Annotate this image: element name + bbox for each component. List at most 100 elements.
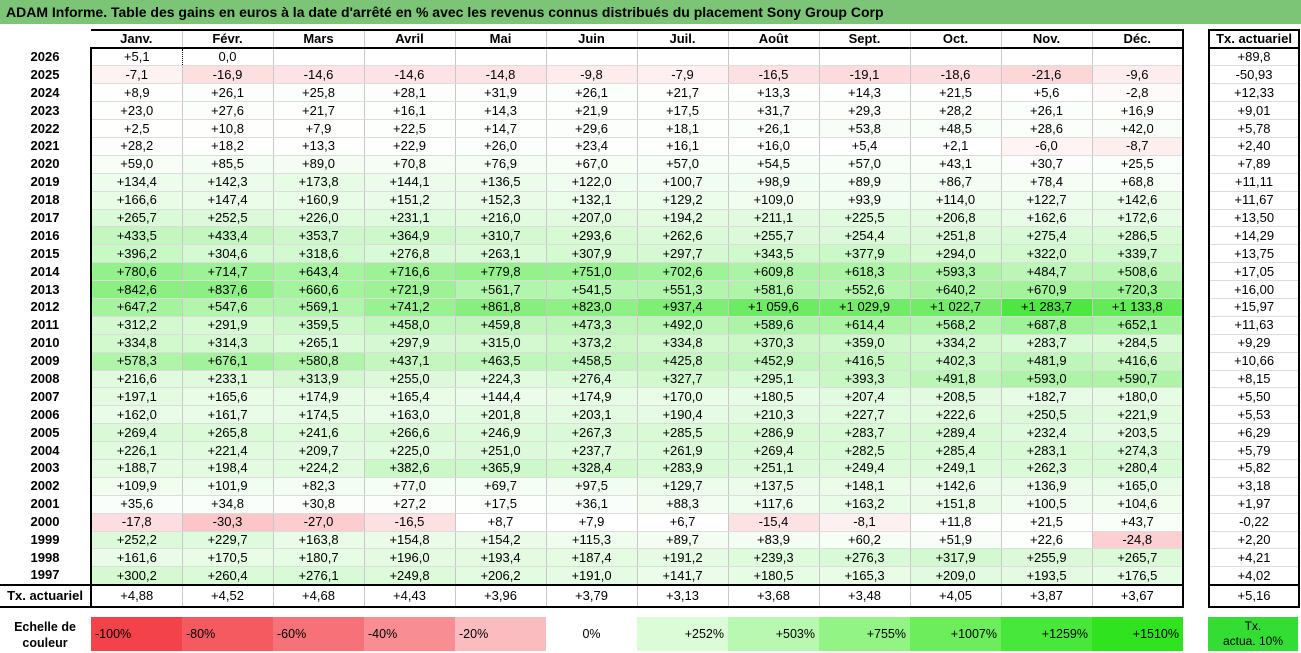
gain-cell: +180,5	[728, 566, 820, 586]
summary-cell: +3,68	[728, 583, 820, 608]
actuarial-row: +5,79	[1208, 441, 1300, 460]
color-scale-actuarial-line2: actua. 10%	[1222, 634, 1284, 648]
gain-cell: +191,0	[546, 566, 638, 586]
gain-cell: +233,1	[182, 370, 274, 389]
color-scale-label: Echelle de couleur	[14, 620, 76, 650]
actuarial-row: +5,78	[1208, 119, 1300, 138]
month-header: Août	[728, 29, 820, 49]
gain-cell: +98,9	[728, 173, 820, 192]
gain-cell: +122,7	[1001, 191, 1093, 210]
gain-cell: +180,5	[728, 387, 820, 407]
gain-cell: -14,6	[273, 65, 365, 85]
month-header-row: Janv. Févr. Mars Avril Mai Juin Juil. Août Sept.…	[0, 29, 1184, 49]
year-label: 1998	[0, 548, 92, 567]
actuarial-row: +9,01	[1208, 101, 1300, 121]
gain-cell: +334,2	[910, 334, 1002, 353]
month-header: Janv.	[91, 29, 183, 49]
gain-cell: +353,7	[273, 226, 365, 246]
table-row: 2018 +166,6 +147,4 +160,9 +151,2 +152,3 +132,1…	[0, 191, 1184, 210]
gain-cell: +276,1	[273, 566, 365, 586]
gain-cell: +161,7	[182, 405, 274, 425]
year-label: 2021	[0, 137, 92, 156]
gain-cell: +307,9	[546, 244, 638, 264]
gain-cell: +315,0	[455, 334, 547, 353]
gain-cell	[819, 48, 911, 67]
gain-cell: +260,4	[182, 566, 274, 586]
gain-cell: +263,1	[455, 244, 547, 264]
gain-cell: +291,9	[182, 316, 274, 335]
gain-cell: +225,5	[819, 209, 911, 228]
actuarial-summary-value: +5,16	[1208, 583, 1300, 608]
table-row: 2009 +578,3 +676,1 +580,8 +437,1 +463,5 +458,5…	[0, 352, 1184, 371]
actuarial-value: +11,67	[1208, 191, 1300, 210]
gain-cell: +89,0	[273, 155, 365, 174]
gain-cell: +251,0	[455, 441, 547, 460]
gain-cell: +36,1	[546, 495, 638, 514]
actuarial-value: +5,79	[1208, 441, 1300, 460]
gain-cell: +163,2	[819, 495, 911, 514]
actuarial-value: +4,02	[1208, 566, 1300, 586]
gain-cell: +343,5	[728, 244, 820, 264]
month-header: Mai	[455, 29, 547, 49]
gain-cell: +101,9	[182, 477, 274, 496]
gain-cell: +241,6	[273, 423, 365, 443]
gain-cell: +35,6	[91, 495, 183, 514]
gain-cell: +109,9	[91, 477, 183, 496]
gain-cell: +491,8	[910, 370, 1002, 389]
gain-cell: +165,6	[182, 387, 274, 407]
gain-cell: +100,5	[1001, 495, 1093, 514]
actuarial-value: +5,82	[1208, 459, 1300, 478]
gain-cell: +16,1	[364, 101, 456, 121]
gain-cell: +16,1	[637, 137, 729, 156]
gain-cell: +89,9	[819, 173, 911, 192]
gain-cell: +227,7	[819, 405, 911, 425]
summary-cell: +3,79	[546, 583, 638, 608]
gains-table: Janv. Févr. Mars Avril Mai Juin Juil. Août Sept.…	[0, 29, 1184, 608]
gain-cell: +173,8	[273, 173, 365, 192]
gain-cell: +86,7	[910, 173, 1002, 192]
gain-cell: +21,5	[910, 83, 1002, 103]
table-row: 2002 +109,9 +101,9 +82,3 +77,0 +69,7 +97,5 +129…	[0, 477, 1184, 496]
gain-cell: +5,4	[819, 137, 911, 156]
gain-cell: +364,9	[364, 226, 456, 246]
gain-cell: +580,8	[273, 352, 365, 371]
color-scale-stop: -60%	[273, 617, 364, 651]
year-label: 2025	[0, 65, 92, 84]
gain-cell: +144,4	[455, 387, 547, 407]
gain-cell: +129,2	[637, 191, 729, 210]
gain-cell	[1001, 48, 1093, 67]
color-scale-stop: -40%	[364, 617, 455, 651]
gain-cell: +275,4	[1001, 226, 1093, 246]
gain-cell: +172,6	[1092, 209, 1184, 228]
gain-cell: +452,9	[728, 352, 820, 371]
gain-cell: +251,8	[910, 226, 1002, 246]
gain-cell: +609,8	[728, 262, 820, 282]
gain-cell: +53,8	[819, 119, 911, 138]
gain-cell: -2,8	[1092, 83, 1184, 103]
gain-cell: +14,3	[819, 83, 911, 103]
gain-cell: +551,3	[637, 280, 729, 299]
gain-cell: +1 029,9	[819, 298, 911, 317]
gain-cell: +21,9	[546, 101, 638, 121]
gain-cell: +30,8	[273, 495, 365, 514]
table-row: 2024 +8,9 +26,1 +25,8 +28,1 +31,9 +26,1 +21,7 +1…	[0, 83, 1184, 103]
color-scale-stop: -80%	[182, 617, 273, 651]
gain-cell: +232,4	[1001, 423, 1093, 443]
table-row: 2010 +334,8 +314,3 +265,1 +297,9 +315,0 +373,2…	[0, 334, 1184, 353]
gain-cell: +8,9	[91, 83, 183, 103]
year-label: 2010	[0, 334, 92, 353]
gain-cell: +254,4	[819, 226, 911, 246]
gain-cell: +552,6	[819, 280, 911, 299]
actuarial-value: +1,97	[1208, 495, 1300, 514]
gain-cell: +255,7	[728, 226, 820, 246]
gain-cell: +97,5	[546, 477, 638, 496]
color-scale-stop: +503%	[728, 617, 819, 651]
year-label: 1997	[0, 566, 92, 585]
gain-cell: +148,1	[819, 477, 911, 496]
gain-cell: +262,3	[1001, 459, 1093, 478]
gain-cell: +221,4	[182, 441, 274, 460]
gain-cell: +13,3	[273, 137, 365, 156]
gain-cell: +433,5	[91, 226, 183, 246]
table-row: 2004 +226,1 +221,4 +209,7 +225,0 +251,0 +237,7…	[0, 441, 1184, 460]
gain-cell: +163,8	[273, 531, 365, 550]
